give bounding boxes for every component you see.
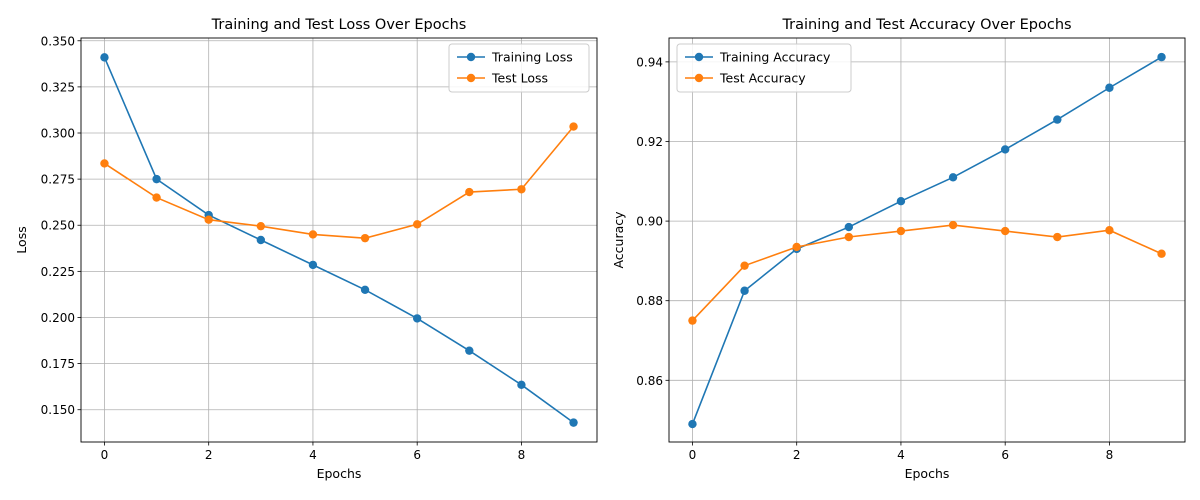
series-line-1	[104, 126, 575, 239]
legend: Training Accuracy Test Accuracy	[676, 43, 852, 93]
data-point	[948, 173, 958, 182]
y-tick-label: 0.300	[41, 127, 75, 141]
data-point	[256, 235, 266, 245]
data-point	[100, 159, 109, 168]
y-axis-label: Loss	[14, 226, 29, 253]
data-point	[1000, 226, 1010, 236]
y-tick-label: 0.150	[41, 403, 75, 417]
x-tick-label: 0	[689, 448, 697, 462]
y-tick-label: 0.94	[636, 55, 663, 69]
data-point	[1157, 52, 1166, 62]
data-point	[688, 316, 697, 325]
data-point	[688, 419, 697, 429]
y-tick-label: 0.225	[41, 265, 75, 279]
data-point	[465, 187, 474, 197]
x-tick-label: 4	[897, 448, 905, 462]
x-tick-label: 2	[793, 448, 801, 462]
legend-marker	[466, 52, 476, 62]
data-point	[412, 314, 422, 323]
data-point	[517, 380, 526, 390]
data-point	[256, 221, 266, 231]
y-tick-label: 0.325	[41, 80, 75, 94]
y-tick-label: 0.275	[41, 173, 75, 187]
data-point	[360, 285, 370, 295]
data-point	[1053, 232, 1062, 242]
chart-title: Training and Test Loss Over Epochs	[211, 17, 467, 33]
x-axis-label: Epochs	[905, 466, 950, 481]
x-tick-label: 2	[205, 448, 213, 462]
data-point	[308, 230, 318, 239]
data-point	[896, 226, 906, 236]
data-point	[308, 260, 318, 270]
plot-frame	[80, 37, 598, 443]
x-tick-label: 4	[309, 448, 317, 462]
loss-chart: 0 2 4 6 8 0.150 0.175 0.200 0.225 0.250 0.275 0.300…	[14, 17, 598, 481]
legend-marker	[694, 73, 704, 83]
data-point	[517, 185, 526, 194]
data-point	[1105, 83, 1114, 92]
x-tick-label: 6	[1001, 448, 1009, 462]
data-point	[569, 122, 578, 131]
data-point	[100, 53, 109, 62]
legend-marker	[466, 73, 476, 83]
data-point	[152, 174, 161, 184]
data-point	[569, 418, 578, 427]
data-point	[740, 261, 749, 270]
y-axis-label: Accuracy	[611, 211, 626, 269]
y-tick-label: 0.90	[636, 215, 663, 229]
data-point	[740, 286, 749, 295]
legend-label: Test Loss	[491, 71, 548, 86]
legend-box	[448, 43, 590, 93]
data-point	[844, 232, 854, 242]
plot-frame	[668, 37, 1186, 443]
x-tick-label: 6	[413, 448, 421, 462]
y-tick-label: 0.175	[41, 357, 75, 371]
y-tick-label: 0.350	[41, 34, 75, 48]
y-tick-label: 0.200	[41, 311, 75, 325]
data-point	[152, 193, 161, 202]
x-axis-label: Epochs	[317, 466, 362, 481]
legend-label: Training Loss	[491, 50, 573, 65]
data-point	[844, 222, 854, 232]
data-point	[204, 215, 213, 224]
data-point	[1053, 115, 1062, 124]
series-line-0	[103, 57, 575, 424]
data-point	[1000, 145, 1010, 154]
data-point	[412, 220, 422, 229]
x-tick-label: 0	[101, 448, 109, 462]
x-tick-label: 8	[518, 448, 526, 462]
data-point	[1105, 226, 1114, 235]
y-tick-label: 0.86	[636, 374, 663, 388]
legend-marker	[694, 52, 704, 62]
data-point	[360, 233, 370, 243]
legend-label: Test Accuracy	[719, 71, 806, 86]
series-line-0	[691, 56, 1162, 425]
series-line-1	[691, 224, 1162, 322]
data-point	[465, 346, 474, 355]
data-point	[948, 220, 958, 230]
data-point	[896, 196, 906, 206]
legend-label: Training Accuracy	[719, 50, 831, 65]
x-tick-label: 8	[1106, 448, 1114, 462]
y-tick-label: 0.250	[41, 219, 75, 233]
chart-title: Training and Test Accuracy Over Epochs	[781, 17, 1071, 33]
y-tick-label: 0.92	[636, 135, 663, 149]
data-point	[792, 242, 801, 252]
legend: Training Loss Test Loss	[448, 43, 590, 93]
accuracy-chart: 0 2 4 6 8 0.86 0.88 0.90 0.92 0.94 Training and Te…	[611, 17, 1186, 481]
data-point	[1157, 249, 1166, 258]
legend-box	[676, 43, 852, 93]
y-tick-label: 0.88	[636, 294, 663, 308]
